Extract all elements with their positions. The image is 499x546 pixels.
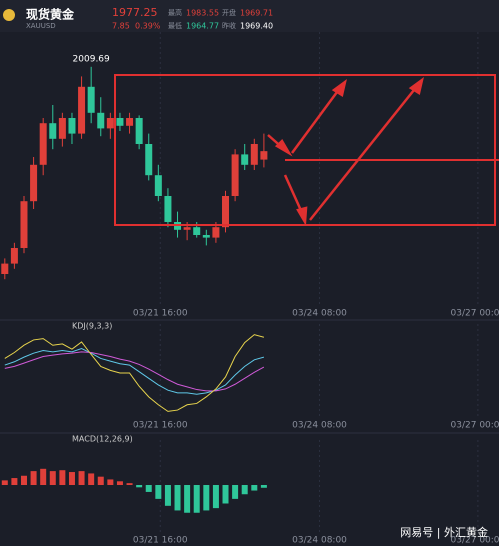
macd-bar	[222, 485, 229, 504]
macd-bar	[184, 485, 191, 513]
x-tick-label: 03/24 08:00	[292, 421, 347, 431]
candle-body	[241, 154, 249, 165]
macd-bar	[126, 483, 133, 485]
candle-body	[58, 118, 66, 139]
macd-bar	[155, 485, 162, 499]
prev-label: 昨收	[222, 21, 236, 30]
candle-body	[126, 118, 134, 126]
x-tick-label: 03/27 00:00	[451, 309, 499, 319]
open-label: 开盘	[222, 8, 236, 17]
x-tick-label: 03/27 00:00	[451, 421, 499, 431]
gold-icon	[3, 9, 15, 21]
candle-body	[1, 263, 9, 274]
macd-bar	[49, 471, 56, 485]
candle-body	[68, 118, 76, 134]
macd-bar	[11, 478, 18, 485]
change: 7.85	[112, 22, 130, 31]
candle-body	[30, 164, 38, 202]
candle-body	[202, 235, 210, 238]
x-tick-label: 03/21 16:00	[133, 309, 188, 319]
candle-body	[10, 248, 18, 264]
candle-body	[135, 118, 143, 144]
indicator-line	[4, 334, 265, 412]
candle-body	[154, 175, 162, 196]
macd-bar	[40, 468, 47, 485]
macd-bar	[251, 485, 258, 491]
macd-bar	[1, 480, 8, 485]
macd-bar	[203, 485, 210, 511]
macd-bar	[30, 471, 37, 485]
macd-bar	[20, 475, 27, 485]
kdj-title: KDJ(9,3,3)	[72, 322, 112, 331]
macd-bar	[107, 479, 114, 485]
candle-body	[116, 118, 124, 126]
macd-bar	[164, 485, 171, 506]
macd-bar	[260, 485, 267, 488]
candle-body	[231, 154, 239, 196]
instrument-name[interactable]: 现货黄金	[26, 7, 75, 22]
candle-body	[97, 112, 105, 129]
annotation-arrows	[267, 77, 424, 227]
x-tick-label: 03/21 16:00	[133, 421, 188, 431]
macd-bar	[116, 481, 123, 485]
candle-body	[193, 227, 201, 235]
candle-body	[222, 196, 230, 228]
candle-body	[87, 86, 95, 113]
indicator-line	[4, 351, 265, 392]
macd-bar	[68, 472, 75, 485]
header-bar	[0, 0, 499, 32]
macd-bar	[136, 485, 143, 488]
candle-body	[212, 227, 220, 238]
symbol: XAUUSD	[26, 22, 56, 30]
high-label: 最高	[168, 8, 182, 17]
x-tick-label: 03/27 00:00	[451, 536, 499, 546]
indicator-line	[4, 347, 265, 395]
x-tick-label: 03/21 16:00	[133, 536, 188, 546]
macd-bar	[59, 470, 66, 485]
macd-bar	[145, 485, 152, 492]
candle-body	[106, 118, 114, 129]
candle-body	[250, 144, 258, 165]
candle-body	[20, 201, 28, 248]
candle-body	[183, 227, 191, 230]
macd-bar	[97, 476, 104, 485]
candle-body	[260, 151, 268, 160]
x-tick-label: 03/24 08:00	[292, 309, 347, 319]
max-label: 2009.69	[73, 54, 110, 64]
high: 1983.55	[186, 9, 219, 18]
macd-bar	[193, 485, 200, 513]
open: 1969.71	[240, 9, 273, 18]
low-label: 最低	[168, 21, 182, 30]
x-tick-label: 03/24 08:00	[292, 536, 347, 546]
macd-bar	[241, 485, 248, 495]
candle-body	[78, 86, 86, 134]
macd-bar	[78, 471, 85, 485]
prev: 1969.40	[240, 22, 273, 31]
macd-bar	[174, 485, 181, 511]
change-pct: 0.39%	[135, 22, 161, 31]
macd-bar	[88, 473, 95, 485]
low: 1964.77	[186, 22, 219, 31]
candle-body	[164, 196, 172, 222]
annotation-box	[114, 74, 496, 226]
candle-body	[49, 123, 57, 139]
macd-title: MACD(12,26,9)	[72, 435, 133, 444]
macd-bar	[232, 485, 239, 499]
candle-body	[39, 123, 47, 165]
watermark: 网易号 | 外汇黄金	[400, 525, 488, 539]
price: 1977.25	[112, 6, 158, 19]
candle-body	[145, 144, 153, 176]
macd-bar	[212, 485, 219, 509]
